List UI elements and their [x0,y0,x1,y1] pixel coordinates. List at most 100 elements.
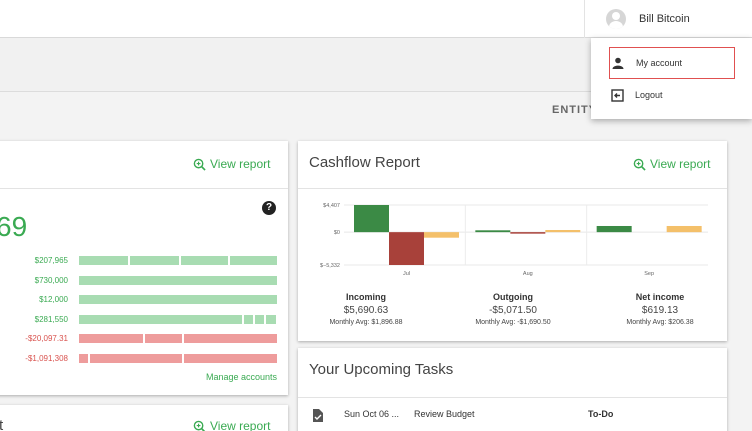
account-bar [79,353,277,363]
outgoing-avg: Monthly Avg: -$1,690.50 [475,319,551,326]
chart-bar-net-income [666,225,702,233]
my-account-label: My account [636,58,683,68]
tasks-card: Your Upcoming Tasks Sun Oct 06 ... Revie… [298,348,727,431]
report-view-report-link[interactable]: View report [193,419,270,431]
task-document-icon [313,409,323,422]
task-status: To-Do [588,409,614,419]
account-balance: -$20,097.31 [25,334,68,343]
net-income-avg: Monthly Avg: $206.38 [626,319,694,326]
account-bar-segment [229,256,277,265]
incoming-stat: Incoming $5,690.63 Monthly Avg: $1,896.8… [306,292,426,326]
chart-bar-incoming [475,230,511,233]
task-name: Review Budget [414,409,475,419]
task-date: Sun Oct 06 ... [344,409,400,419]
task-row[interactable]: Sun Oct 06 ... Review Budget To-Do [298,405,727,425]
account-bar-segment [266,314,276,324]
cashflow-chart: $4,407 $0 $−5,332 Jul Aug Sep [320,203,708,277]
accounts-view-report-link[interactable]: View report [193,157,270,171]
account-bar-segment [79,256,129,265]
account-bar-segment [181,256,228,265]
account-bar-segment [79,334,143,343]
account-balance: $207,965 [34,256,68,265]
chart-bar-net-income [545,229,581,233]
zoom-in-icon [193,158,206,171]
account-row[interactable]: $12,000 [0,294,288,306]
y-tick-label: $0 [334,230,340,236]
account-row[interactable]: $730,000 [0,275,288,287]
avatar [606,9,626,29]
account-bar [79,275,277,285]
account-bar-segment [90,353,182,363]
top-bar: Bill Bitcoin [0,0,752,38]
menu-item-my-account[interactable]: My account [609,47,735,79]
outgoing-value: -$5,071.50 [489,305,537,316]
cashflow-card-header: Cashflow Report View report [298,141,727,189]
account-row[interactable]: -$1,091,308 [0,353,288,365]
account-balance: -$1,091,308 [25,353,68,363]
account-balance: $730,000 [34,275,68,285]
accounts-card-header: View report [0,141,288,189]
incoming-label: Incoming [346,292,386,302]
cashflow-view-report-link[interactable]: View report [633,157,710,171]
user-menu-toggle[interactable]: Bill Bitcoin [584,0,752,38]
account-bar-segment [184,353,277,363]
tasks-title: Your Upcoming Tasks [309,361,454,378]
person-icon [612,57,624,69]
net-income-value: $619.13 [641,305,679,316]
account-bar-segment [184,334,277,343]
y-tick-label: $4,407 [323,203,340,209]
cashflow-title: Cashflow Report [309,154,420,171]
tasks-card-header: Your Upcoming Tasks [298,348,727,398]
accounts-card: View report 69 ? $207,965 $730,000 $12,000… [0,141,288,395]
account-bar-segment [244,314,253,324]
net-income-label: Net income [635,292,685,302]
account-bar [79,314,277,324]
logout-icon [611,88,624,102]
user-name: Bill Bitcoin [639,13,690,25]
help-icon[interactable]: ? [262,201,276,215]
x-tick-label: Jul [403,271,410,277]
net-income-stat: Net income $619.13 Monthly Avg: $206.38 [600,292,720,326]
account-row[interactable]: $207,965 [0,255,288,267]
cashflow-card: Cashflow Report View report $4,407 $0 $−5,… [298,141,727,341]
menu-item-logout[interactable]: Logout [591,79,752,111]
account-bar [79,295,277,304]
view-report-label: View report [210,157,271,171]
outgoing-label: Outgoing [493,292,533,302]
view-report-label: View report [650,157,711,171]
outgoing-stat: Outgoing -$5,071.50 Monthly Avg: -$1,690… [453,292,573,326]
view-report-label: View report [210,419,271,431]
account-balance: $281,550 [34,314,68,324]
chart-bar-outgoing [389,232,424,265]
account-row[interactable]: $281,550 [0,314,288,326]
account-bar-segment [79,295,277,304]
incoming-avg: Monthly Avg: $1,896.88 [329,319,403,326]
account-bar [79,256,277,265]
account-bar [79,334,277,343]
account-bar-segment [130,256,180,265]
chart-bar-net-income [424,232,459,238]
chart-bar-outgoing [510,232,546,234]
account-row[interactable]: -$20,097.31 [0,333,288,345]
chart-bar-incoming [596,225,632,233]
report-card-title: rt [0,417,4,431]
account-bar-segment [255,314,264,324]
account-bar-segment [79,353,88,363]
account-bar-segment [79,275,277,285]
zoom-in-icon [193,420,206,431]
account-balance: $12,000 [39,295,68,304]
account-bar-segment [79,314,242,324]
account-bar-segment [145,334,182,343]
total-balance: 69 [0,211,28,242]
entity-label: ENTITY [552,104,598,116]
x-tick-label: Sep [644,271,654,277]
manage-accounts-link[interactable]: Manage accounts [205,372,277,382]
x-tick-label: Aug [523,271,533,277]
cashflow-stats: Incoming $5,690.63 Monthly Avg: $1,896.8… [298,292,727,332]
incoming-value: $5,690.63 [343,305,389,316]
y-tick-label: $−5,332 [320,263,340,269]
logout-label: Logout [635,90,663,100]
user-dropdown-menu: My account Logout [591,38,752,119]
zoom-in-icon [633,158,646,171]
chart-bar-incoming [354,205,389,233]
